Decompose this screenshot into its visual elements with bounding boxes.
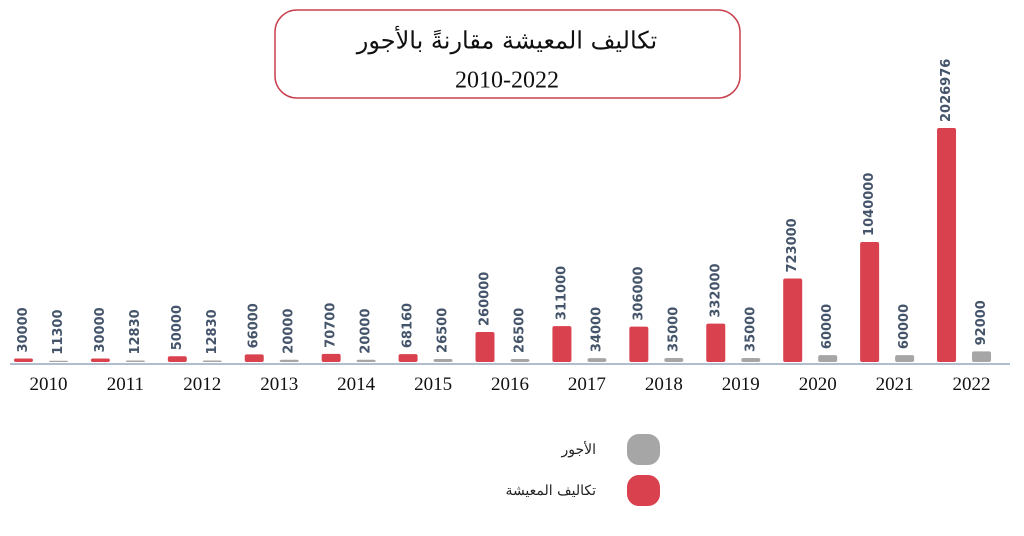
bar (398, 354, 418, 362)
x-tick-label: 2016 (491, 374, 529, 395)
bar (321, 353, 341, 362)
data-label: 723000 (785, 218, 800, 272)
data-label: 1040000 (862, 173, 877, 236)
chart-title: تكاليف المعيشة مقارنةً بالأجور (356, 25, 657, 55)
bar (244, 354, 264, 362)
x-tick-label: 2014 (337, 374, 376, 395)
bar (783, 278, 803, 362)
x-tick-label: 2020 (799, 374, 837, 395)
x-tick-label: 2010 (29, 374, 67, 395)
x-tick-label: 2012 (183, 374, 221, 395)
data-label: 20000 (359, 308, 374, 353)
data-label: 11300 (51, 309, 66, 354)
x-tick-label: 2022 (953, 374, 991, 395)
data-label: 30000 (93, 307, 108, 352)
data-label: 26500 (513, 308, 528, 353)
legend-label: الأجور (560, 440, 596, 458)
bar (433, 358, 453, 362)
data-label: 50000 (170, 305, 185, 350)
bar (279, 359, 299, 362)
x-tick-label: 2013 (260, 374, 298, 395)
x-tick-label: 2011 (107, 374, 144, 395)
bar (510, 358, 530, 362)
data-label: 12830 (205, 309, 220, 354)
bar (860, 241, 880, 362)
bar (48, 360, 68, 362)
bar (664, 357, 684, 362)
x-tick-label: 2015 (414, 374, 452, 395)
x-tick-label: 2019 (722, 374, 760, 395)
data-label: 66000 (247, 303, 262, 348)
data-label: 60000 (897, 304, 912, 349)
data-label: 20000 (282, 308, 297, 353)
legend-label: تكاليف المعيشة (505, 483, 596, 499)
data-label: 60000 (820, 304, 835, 349)
data-label: 30000 (16, 307, 31, 352)
bar (937, 128, 957, 362)
data-label: 92000 (974, 300, 989, 345)
legend-swatch (627, 434, 660, 465)
bar (552, 326, 572, 362)
title-box (274, 9, 741, 99)
data-label: 306000 (631, 266, 646, 320)
data-label: 2026976 (939, 59, 954, 122)
bar (706, 323, 726, 362)
bar (125, 360, 145, 362)
bar (587, 358, 607, 362)
bar (356, 359, 376, 362)
data-label: 12830 (128, 309, 143, 354)
data-label: 70700 (324, 303, 339, 348)
bar (202, 360, 222, 362)
x-tick-label: 2018 (645, 374, 683, 395)
data-label: 35000 (666, 307, 681, 352)
bar (741, 357, 761, 362)
data-label: 260000 (478, 272, 493, 326)
data-label: 35000 (743, 307, 758, 352)
x-tick-label: 2021 (876, 374, 914, 395)
data-label: 311000 (554, 266, 569, 320)
bar (629, 326, 649, 362)
bar (972, 351, 992, 362)
chart-subtitle: 2010-2022 (455, 68, 559, 94)
data-label: 332000 (708, 263, 723, 317)
bar (90, 358, 110, 362)
bar (818, 355, 838, 362)
data-label: 68160 (401, 303, 416, 348)
bar (895, 355, 915, 362)
bar (167, 356, 187, 362)
data-label: 34000 (589, 307, 604, 352)
legend-swatch (627, 475, 660, 506)
data-label: 26500 (436, 308, 451, 353)
bar (13, 358, 33, 362)
x-tick-label: 2017 (568, 374, 606, 395)
bar (475, 331, 495, 362)
